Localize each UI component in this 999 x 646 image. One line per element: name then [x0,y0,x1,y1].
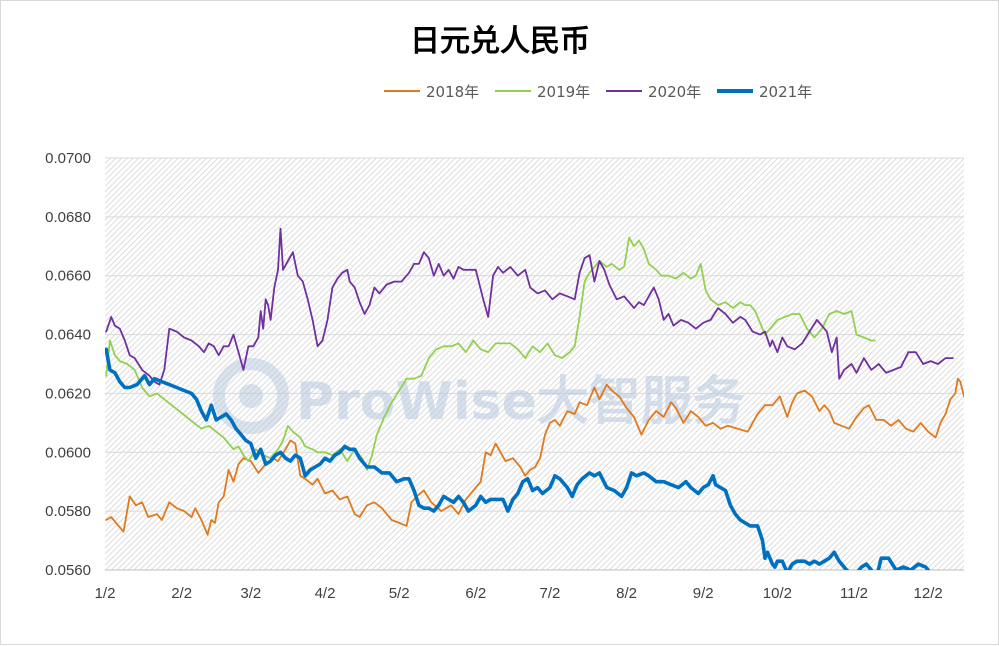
watermark-text: ProWise大智服务 [296,372,745,432]
legend-label: 2018年 [426,83,479,101]
x-tick-label: 5/2 [389,585,410,602]
y-tick-label: 0.0660 [45,268,91,285]
series-group [105,227,964,570]
series-line-2 [105,236,876,471]
series-line-1 [105,377,964,536]
x-tick-label: 6/2 [465,585,486,602]
y-tick-label: 0.0600 [45,444,91,461]
x-tick-label: 9/2 [693,585,714,602]
x-tick-label: 2/2 [171,585,192,602]
x-tick-label: 4/2 [315,585,336,602]
series-line-3 [105,227,954,386]
y-tick-label: 0.0580 [45,503,91,520]
x-tick-label: 1/2 [95,585,116,602]
chart-title: 日元兑人民币 [410,24,590,59]
watermark-logo-icon [213,358,289,434]
x-axis: 1/2 2/2 3/2 4/2 5/2 6/2 7/2 8/2 9/2 10/2 11/2 12/2 [95,569,964,602]
x-tick-label: 3/2 [240,585,261,602]
y-axis: 0.0560 0.0580 0.0600 0.0620 0.0640 0.0660 0.06… [45,150,91,579]
x-tick-label: 10/2 [763,585,792,602]
x-tick-label: 12/2 [914,585,943,602]
legend-label: 2020年 [648,83,701,101]
x-tick-label: 8/2 [616,585,637,602]
y-tick-label: 0.0640 [45,327,91,344]
y-tick-label: 0.0560 [45,562,91,579]
legend: 2018年 2019年 2020年 2021年 [384,83,812,101]
x-tick-label: 11/2 [840,585,868,602]
x-tick-label: 7/2 [540,585,561,602]
y-tick-label: 0.0700 [45,150,91,167]
y-tick-label: 0.0620 [45,385,91,402]
legend-label: 2021年 [759,83,812,101]
legend-label: 2019年 [537,83,590,101]
y-tick-label: 0.0680 [45,209,91,226]
series-line-4 [105,347,931,570]
